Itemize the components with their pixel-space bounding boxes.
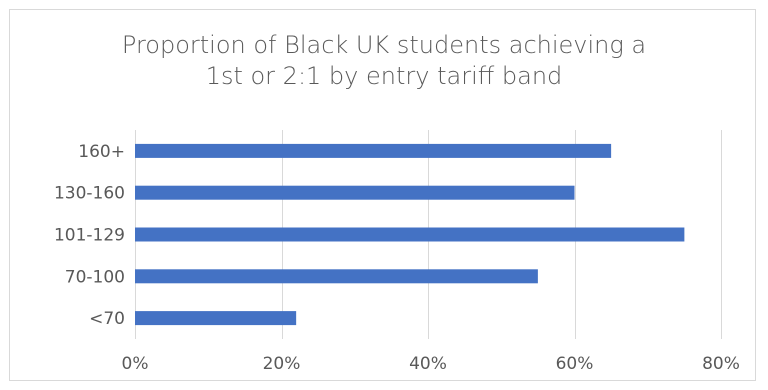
bar bbox=[135, 269, 538, 284]
chart-title-line-2: 1st or 2:1 by entry tariff band bbox=[205, 62, 563, 90]
x-tick-label: 40% bbox=[409, 354, 447, 374]
category-label: 70-100 bbox=[65, 267, 125, 287]
x-tick-label: 0% bbox=[122, 354, 149, 374]
chart-title: Proportion of Black UK students achievin… bbox=[0, 30, 768, 92]
chart-title-line-1: Proportion of Black UK students achievin… bbox=[121, 31, 647, 59]
bar bbox=[135, 143, 612, 158]
category-label: 130-160 bbox=[54, 184, 125, 204]
category-label: 160+ bbox=[78, 142, 125, 162]
x-tick-label: 80% bbox=[702, 354, 740, 374]
x-tick-label: 20% bbox=[263, 354, 301, 374]
x-tick-label: 60% bbox=[556, 354, 594, 374]
bar bbox=[135, 185, 575, 200]
category-label: <70 bbox=[89, 309, 125, 329]
category-label: 101-129 bbox=[54, 226, 125, 246]
bar bbox=[135, 227, 685, 242]
bar bbox=[135, 311, 297, 326]
